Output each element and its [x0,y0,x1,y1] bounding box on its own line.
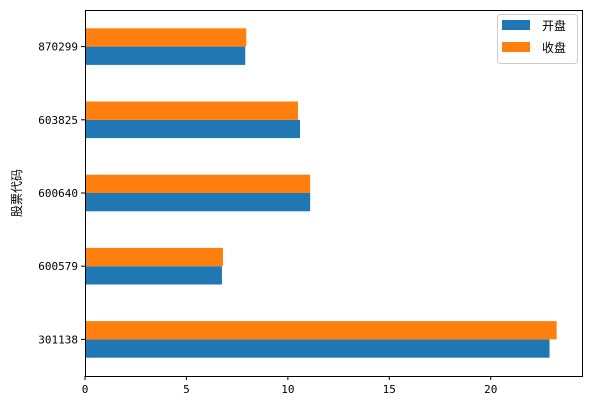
legend-swatch-open [502,20,530,30]
legend-label-close: 收盘 [542,40,566,55]
bar-open-301138 [85,339,550,358]
x-tick-label: 15 [383,383,396,396]
x-tick-label: 10 [281,383,294,396]
y-axis-ticks: 301138 600579 600640 603825 870299 [38,41,85,346]
bar-close-603825 [85,101,298,120]
legend-swatch-close [502,42,530,52]
plot-frame [85,10,583,377]
bar-open-870299 [85,46,246,65]
bar-close-600640 [85,174,311,193]
bar-close-870299 [85,28,247,47]
bars-group [85,28,557,358]
bar-open-600640 [85,193,311,212]
legend: 开盘 收盘 [497,14,578,64]
y-tick-label: 301138 [38,333,78,346]
bar-close-301138 [85,321,557,340]
x-axis-ticks: 0 5 10 15 20 [82,376,497,396]
legend-label-open: 开盘 [542,18,566,33]
bar-open-600579 [85,266,222,285]
y-tick-label: 600640 [38,187,78,200]
x-tick-label: 5 [183,383,190,396]
y-tick-label: 603825 [38,114,78,127]
x-tick-label: 20 [484,383,497,396]
y-tick-label: 870299 [38,41,78,54]
y-tick-label: 600579 [38,260,78,273]
x-tick-label: 0 [82,383,89,396]
bar-close-600579 [85,247,223,267]
bar-open-603825 [85,119,301,139]
y-axis-label: 股票代码 [10,169,24,217]
